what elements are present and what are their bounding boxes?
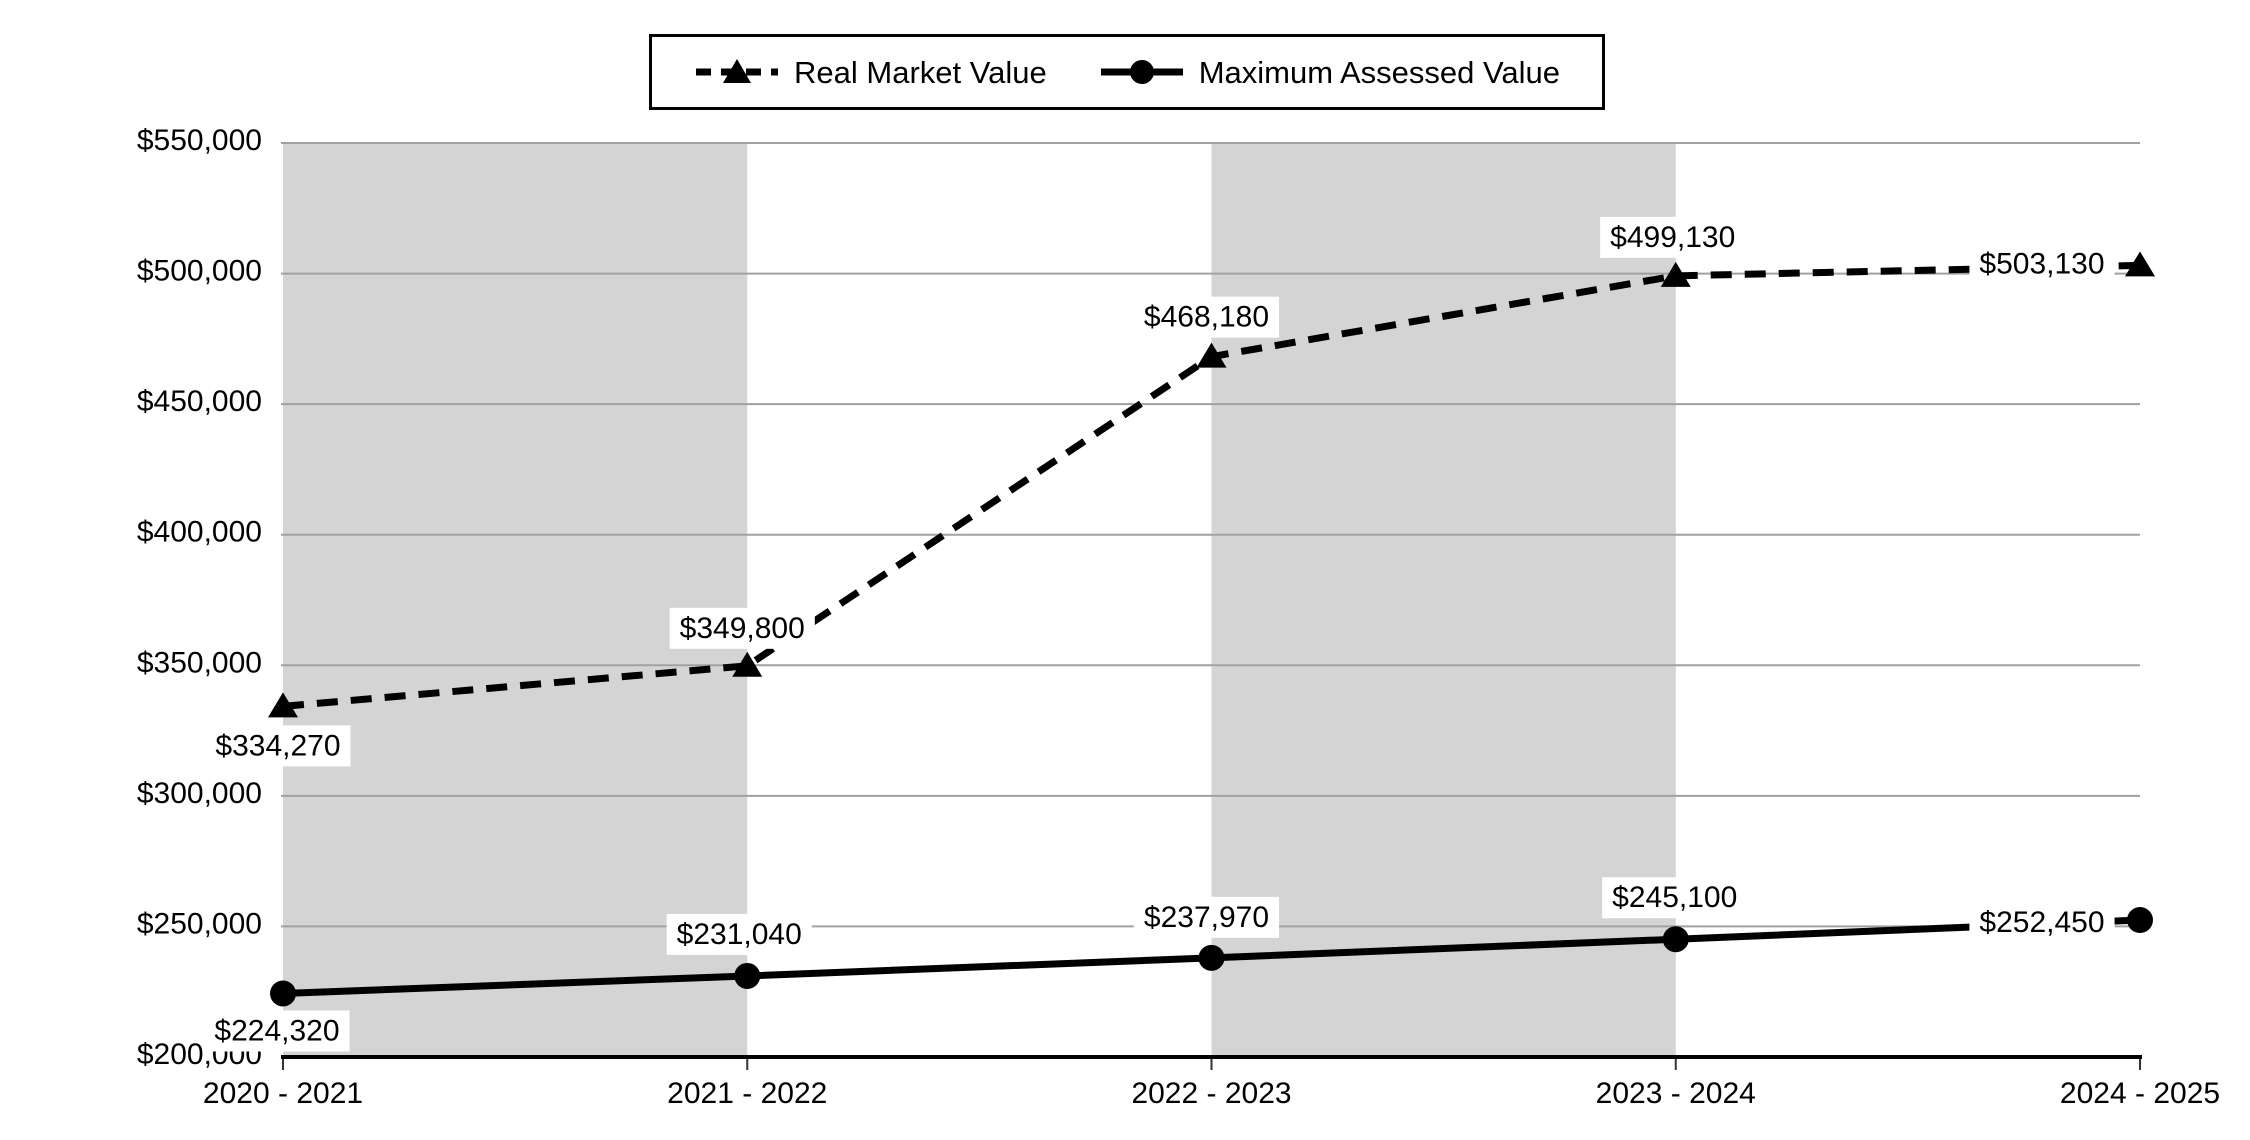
triangle-marker — [268, 692, 298, 718]
x-axis-tick-label: 2023 - 2024 — [1596, 1077, 1756, 1110]
data-label-background — [1969, 243, 2115, 285]
circle-marker — [270, 980, 296, 1007]
triangle-marker — [732, 651, 763, 677]
x-axis-tick-label: 2024 - 2025 — [2060, 1077, 2220, 1110]
circle-marker — [1662, 926, 1689, 953]
circle-marker — [1198, 944, 1225, 971]
circle-marker — [2127, 907, 2153, 934]
data-label: $499,130 — [1610, 221, 1735, 254]
data-label-background — [669, 607, 815, 649]
triangle-marker — [2125, 251, 2155, 277]
y-axis-tick-label: $500,000 — [137, 255, 262, 288]
y-axis-tick-label: $550,000 — [137, 124, 262, 157]
triangle-marker — [1660, 261, 1691, 287]
data-label-background — [205, 725, 351, 767]
data-label-background — [1133, 296, 1280, 338]
data-label-background — [1969, 902, 2115, 944]
data-label: $231,040 — [677, 918, 802, 951]
data-label-background — [666, 913, 812, 955]
data-label-background — [1600, 216, 1746, 258]
x-axis-tick-label: 2021 - 2022 — [667, 1077, 827, 1110]
y-axis-tick-label: $400,000 — [137, 516, 262, 549]
data-label-background — [1133, 896, 1280, 938]
y-axis-tick-label: $250,000 — [137, 907, 262, 940]
legend-item-real-market-value: Real Market Value — [694, 56, 1047, 88]
triangle-marker — [1196, 342, 1227, 368]
data-label: $245,100 — [1612, 881, 1737, 914]
y-axis-tick-label: $450,000 — [137, 385, 262, 418]
circle-marker — [734, 962, 761, 989]
solid-line-circle-marker-icon — [1100, 60, 1183, 84]
x-axis-tick-label: 2022 - 2023 — [1131, 1077, 1291, 1110]
data-label: $252,450 — [1979, 906, 2104, 939]
dashed-line-triangle-marker-icon — [696, 59, 779, 83]
data-label-background — [1602, 877, 1748, 919]
shaded-band — [283, 143, 748, 1057]
data-label-background — [204, 1010, 350, 1052]
legend-label-real-market-value: Real Market Value — [794, 54, 1047, 90]
data-label: $334,270 — [215, 729, 340, 762]
legend: Real Market Value Maximum Assessed Value — [649, 34, 1605, 110]
data-label: $224,320 — [214, 1014, 339, 1047]
data-label: $237,970 — [1144, 901, 1269, 934]
legend-item-maximum-assessed-value: Maximum Assessed Value — [1099, 56, 1560, 88]
x-axis-tick-label: 2020 - 2021 — [203, 1077, 363, 1110]
data-label: $349,800 — [680, 612, 805, 645]
shaded-band — [1211, 143, 1676, 1057]
y-axis-tick-label: $300,000 — [137, 777, 262, 810]
legend-label-maximum-assessed-value: Maximum Assessed Value — [1198, 54, 1560, 90]
data-label: $468,180 — [1144, 301, 1269, 334]
y-axis-tick-label: $350,000 — [137, 646, 262, 679]
data-label: $503,130 — [1979, 247, 2104, 280]
